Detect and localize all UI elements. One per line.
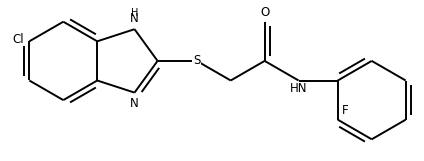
- Text: F: F: [342, 104, 349, 117]
- Text: HN: HN: [290, 82, 307, 95]
- Text: O: O: [260, 6, 269, 19]
- Text: N: N: [130, 12, 139, 25]
- Text: S: S: [193, 54, 201, 67]
- Text: Cl: Cl: [13, 33, 24, 46]
- Text: H: H: [131, 8, 138, 18]
- Text: N: N: [130, 97, 139, 109]
